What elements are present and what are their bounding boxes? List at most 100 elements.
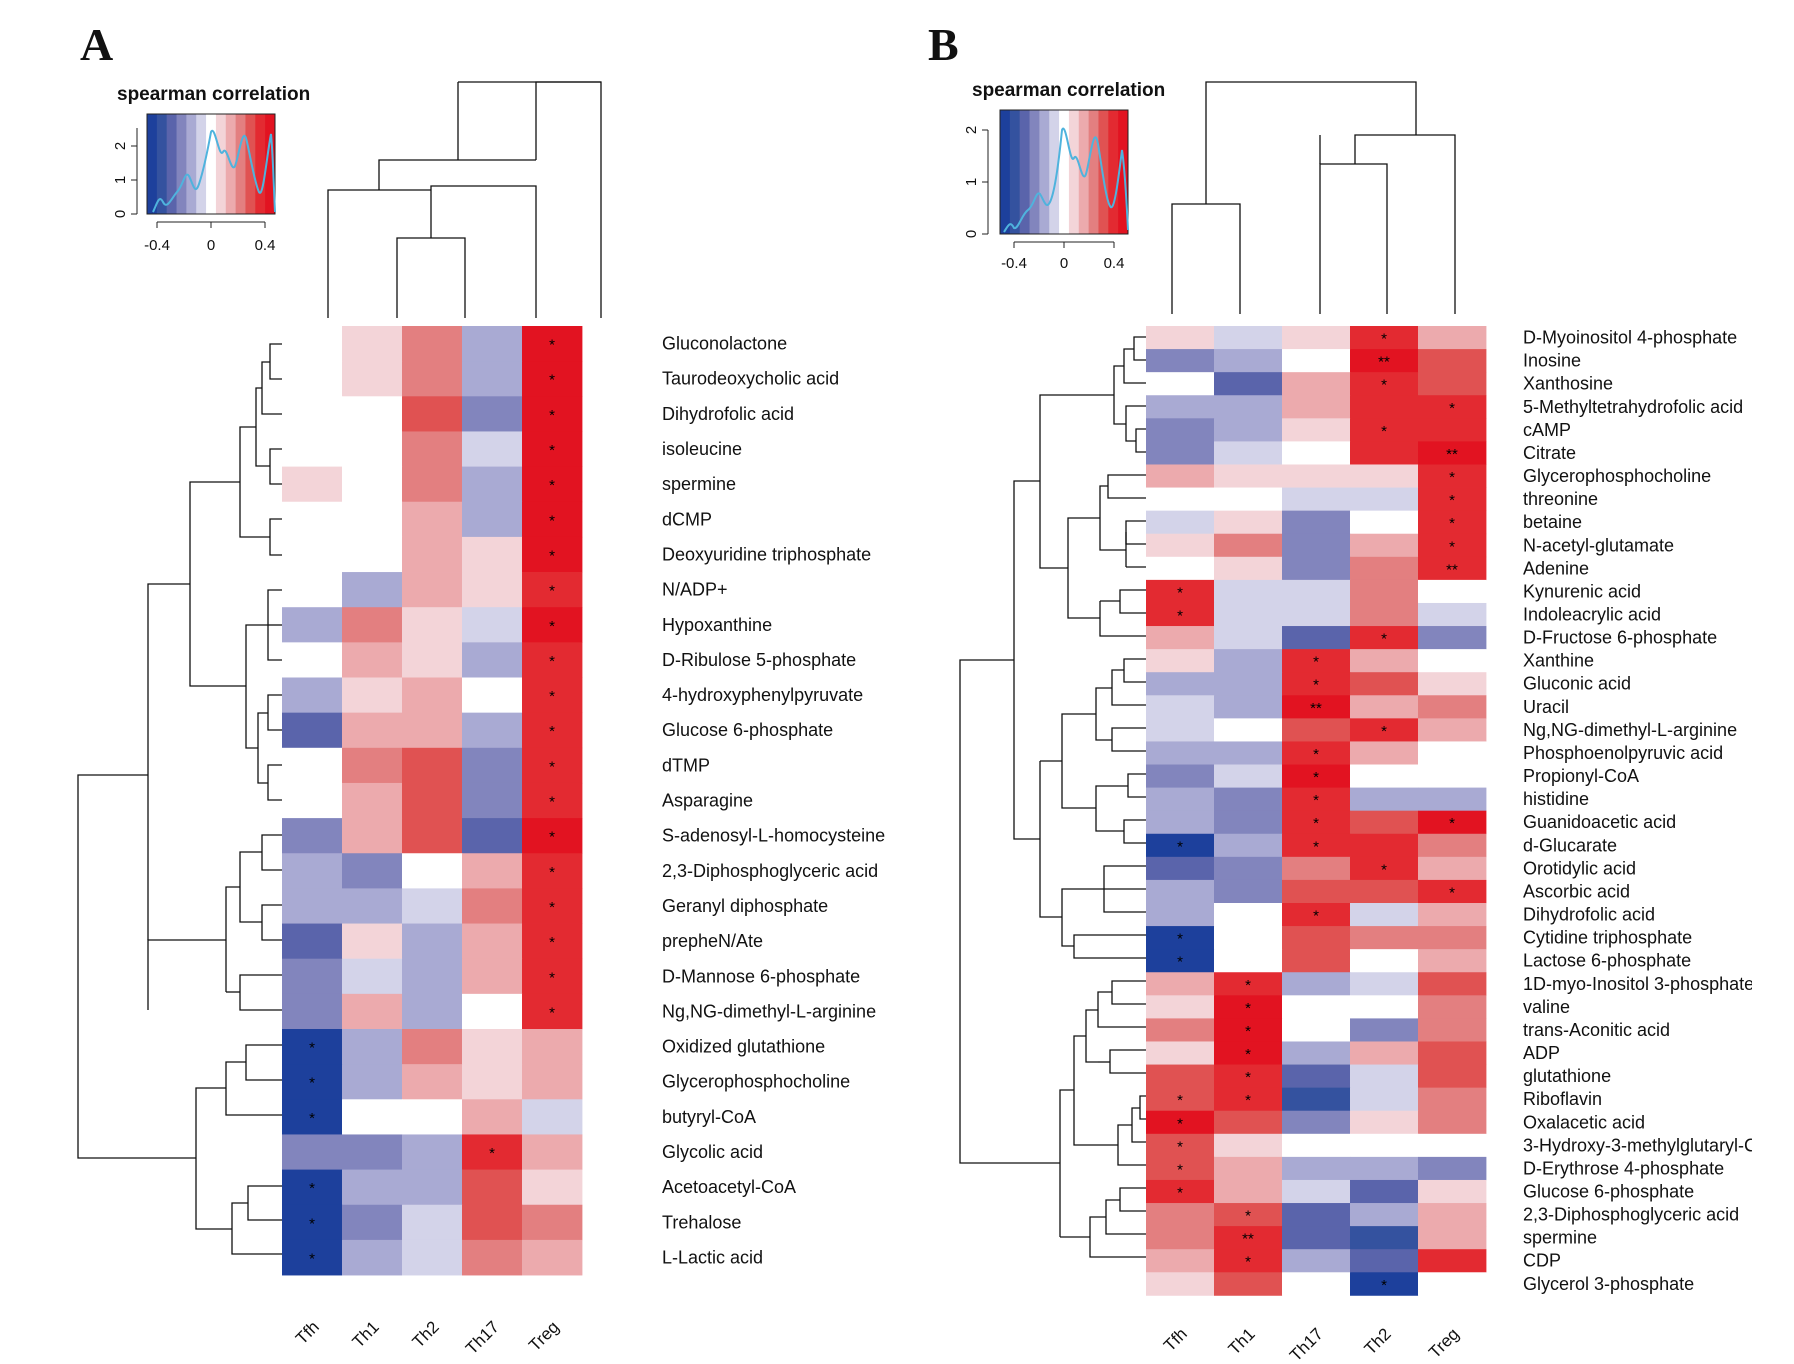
key-x-tick: 0	[1060, 255, 1068, 272]
heatmap-cell	[1214, 1156, 1283, 1181]
heatmap-cell	[1146, 326, 1215, 350]
heatmap-cell	[282, 853, 343, 889]
heatmap-cell	[1350, 602, 1419, 627]
heatmap-cell	[282, 1099, 343, 1135]
key-y-tick: 1	[963, 178, 980, 186]
heatmap-cell	[1146, 1226, 1215, 1250]
significance-star: **	[1446, 446, 1458, 463]
row-label: d-Glucarate	[1523, 835, 1617, 855]
heatmap-cell	[522, 677, 583, 714]
significance-star: *	[1381, 631, 1387, 648]
density-curve	[152, 129, 276, 213]
heatmap-cell	[402, 888, 463, 924]
heatmap-cell	[1418, 1226, 1487, 1250]
heatmap-cell	[1146, 579, 1215, 604]
heatmap-cell	[1350, 718, 1419, 742]
key-color-band	[1108, 110, 1119, 234]
heatmap-cell	[1350, 579, 1419, 604]
heatmap-cell	[1418, 349, 1487, 373]
heatmap-cell	[462, 326, 523, 362]
heatmap-cell	[522, 1029, 583, 1065]
heatmap-cell	[1214, 718, 1283, 742]
heatmap-cell	[1146, 372, 1215, 396]
heatmap-cell	[1146, 1041, 1215, 1065]
heatmap-cell	[282, 1239, 343, 1276]
heatmap-cell	[1418, 1156, 1487, 1181]
heatmap-cell	[462, 1064, 523, 1100]
heatmap-cell	[522, 747, 583, 784]
heatmap-cell	[1282, 626, 1351, 650]
heatmap-cell	[522, 782, 583, 819]
heatmap-cell	[342, 677, 403, 714]
heatmap-cell	[402, 501, 463, 538]
significance-star: **	[1446, 561, 1458, 578]
significance-star: *	[309, 1250, 315, 1267]
row-label: Taurodeoxycholic acid	[662, 369, 839, 389]
significance-star: *	[1245, 1000, 1251, 1017]
heatmap-cell	[1214, 1203, 1283, 1227]
heatmap-cell	[1282, 1203, 1351, 1227]
heatmap-cell	[1350, 1041, 1419, 1065]
density-curve	[1003, 127, 1129, 233]
heatmap-cell	[282, 607, 343, 643]
heatmap-cell	[462, 1204, 523, 1241]
heatmap-cell	[282, 572, 343, 608]
heatmap-cell	[342, 431, 403, 467]
heatmap-cell	[1214, 1110, 1283, 1135]
heatmap-cell	[1146, 533, 1215, 558]
row-label: Inosine	[1523, 351, 1581, 371]
heatmap-cell	[342, 326, 403, 362]
significance-star: *	[1245, 1092, 1251, 1109]
heatmap-cell	[1418, 1064, 1487, 1089]
heatmap-cell	[1418, 810, 1487, 835]
heatmap-cell	[1214, 1226, 1283, 1250]
heatmap-cell	[1146, 626, 1215, 650]
row-label: histidine	[1523, 789, 1589, 809]
heatmap-cell	[1282, 741, 1351, 765]
heatmap-cell	[1418, 487, 1487, 512]
heatmap-cell	[1418, 649, 1487, 673]
heatmap-cell	[1282, 1156, 1351, 1181]
heatmap-cell	[1214, 395, 1283, 419]
heatmap-cell	[342, 466, 403, 503]
key-color-band	[215, 114, 227, 214]
heatmap-a: * * * * * * * * * * * * * * * * * * * * * * * * * * *	[282, 326, 583, 1276]
heatmap-cell	[1282, 972, 1351, 996]
heatmap-cell	[1350, 487, 1419, 512]
heatmap-cell	[522, 853, 583, 889]
row-label: Propionyl-CoA	[1523, 766, 1639, 786]
row-label: Geranyl diphosphate	[662, 896, 828, 916]
key-color-band	[255, 114, 266, 214]
heatmap-cell	[1282, 464, 1351, 488]
heatmap-cell	[342, 958, 403, 995]
row-label: Glucose 6-phosphate	[662, 720, 833, 740]
heatmap-cell	[1350, 326, 1419, 350]
heatmap-cell	[402, 1099, 463, 1135]
heatmap-cell	[462, 1239, 523, 1276]
heatmap-cell	[282, 1029, 343, 1065]
heatmap-cell	[462, 1099, 523, 1135]
heatmap-cell	[1146, 695, 1215, 719]
heatmap-cell	[342, 993, 403, 1030]
heatmap-cell	[1350, 1110, 1419, 1135]
heatmap-cell	[1282, 718, 1351, 742]
heatmap-cell	[1282, 926, 1351, 950]
panel-b-letter: B	[928, 19, 959, 70]
heatmap-cell	[1146, 787, 1215, 812]
heatmap-cell	[402, 958, 463, 995]
heatmap-cell	[282, 1204, 343, 1241]
heatmap-cell	[1350, 764, 1419, 788]
heatmap-cell	[522, 501, 583, 538]
heatmap-cell	[1282, 695, 1351, 719]
heatmap-cell	[1282, 510, 1351, 535]
significance-star: *	[1381, 723, 1387, 740]
key-y-axis: 0 1 2	[963, 126, 989, 238]
heatmap-cell	[342, 782, 403, 819]
significance-star: *	[1381, 377, 1387, 394]
heatmap-cell	[1146, 1179, 1215, 1204]
heatmap-cell	[462, 501, 523, 538]
heatmap-cell	[282, 642, 343, 678]
heatmap-cell	[462, 1169, 523, 1206]
heatmap-cell	[342, 1064, 403, 1100]
heatmap-cell	[402, 431, 463, 467]
